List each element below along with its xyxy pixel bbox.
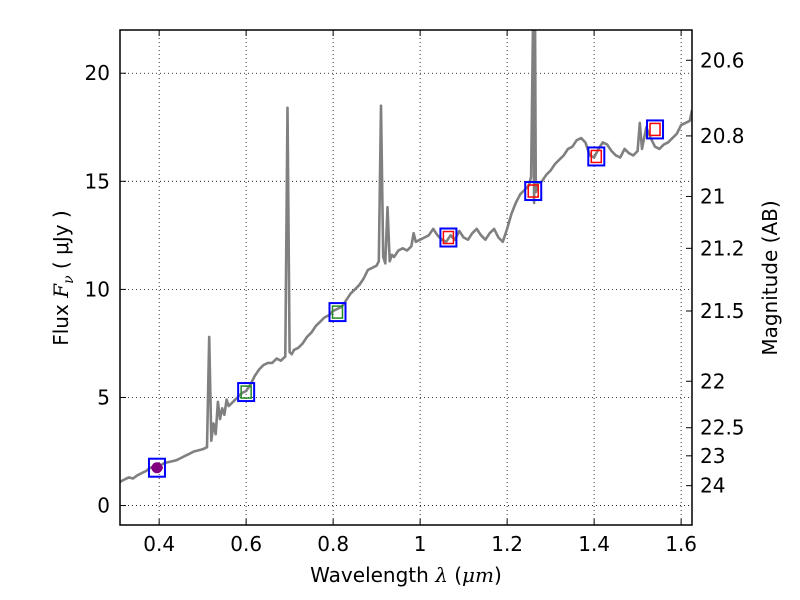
grid: [120, 30, 692, 525]
x-tick-label: 1: [414, 532, 427, 556]
model-flux-marker: [524, 181, 543, 202]
y2-tick-label: 23: [700, 444, 725, 468]
model-flux-marker: [328, 302, 347, 323]
y2-tick-label: 21.5: [700, 299, 745, 323]
series-layer: [120, 30, 692, 483]
spectrum-line: [120, 30, 692, 483]
y-tick-label: 10: [85, 277, 110, 301]
x-tick-label: 0.4: [143, 532, 175, 556]
photometry-point: [524, 181, 543, 202]
y-tick-label: 15: [85, 169, 110, 193]
x-tick-label: 0.8: [317, 532, 349, 556]
observed-flux-marker: [331, 305, 344, 319]
observed-flux-marker: [442, 230, 455, 245]
plot-frame: [119, 29, 693, 526]
y2-tick-label: 21: [700, 184, 725, 208]
model-flux-marker: [147, 457, 166, 478]
y2-tick-label: 24: [700, 474, 725, 498]
photometry-point: [587, 146, 606, 167]
model-flux-marker: [587, 146, 606, 167]
y2-tick-label: 20.6: [700, 48, 745, 72]
x-tick-label: 1.4: [578, 532, 610, 556]
photometry-points: [147, 119, 665, 478]
model-flux-marker: [237, 382, 256, 403]
observed-flux-marker: [240, 385, 252, 399]
y2-tick-label: 20.8: [700, 124, 745, 148]
photometry-point: [439, 227, 458, 248]
observed-flux-marker: [590, 149, 603, 164]
y-tick-label: 5: [97, 385, 110, 409]
x-tick-label: 1.6: [665, 532, 697, 556]
observed-flux-marker: [649, 122, 661, 137]
y-tick-label: 0: [97, 494, 110, 518]
y-axis-label: Flux Fν ( μJy ): [49, 210, 77, 346]
photometry-point: [328, 302, 347, 323]
y2-tick-label: 22.5: [700, 416, 745, 440]
y2-tick-label: 22: [700, 369, 725, 393]
photometry-point: [646, 119, 665, 140]
observed-flux-marker: [527, 184, 539, 198]
y2-axis-label: Magnitude (AB): [758, 200, 782, 355]
model-flux-marker: [646, 119, 665, 140]
photometry-point: [237, 382, 256, 403]
photometry-point: [147, 457, 166, 478]
x-tick-label: 1.2: [491, 532, 523, 556]
x-axis-label: Wavelength λ (μm): [310, 563, 502, 587]
y-tick-label: 20: [85, 61, 110, 85]
model-flux-marker: [439, 227, 458, 248]
y2-tick-label: 21.2: [700, 236, 745, 260]
x-tick-label: 0.6: [230, 532, 262, 556]
ticks: 0.4 0.6 0.8 1 1.2 1.4 1.6 0 5 10 15 20 20.6 20.8 21 21.…: [85, 30, 745, 556]
